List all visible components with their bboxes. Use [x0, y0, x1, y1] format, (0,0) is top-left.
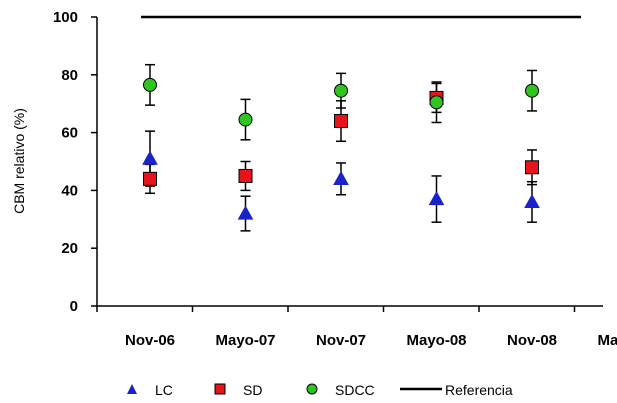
point-sdcc [334, 83, 348, 98]
y-tick-label: 0 [70, 298, 78, 315]
x-tick-label: Nov-07 [316, 332, 366, 349]
point-lc [333, 170, 349, 185]
legend: LC SD SDCC Referencia [127, 382, 513, 398]
y-tick-label: 80 [61, 67, 78, 84]
legend-label-sdcc: SDCC [335, 382, 375, 398]
y-tick-label: 60 [61, 125, 78, 142]
point-sdcc [525, 83, 539, 98]
x-tick-label: Nov-06 [125, 332, 175, 349]
legend-marker-lc [127, 384, 137, 394]
x-tick-label: Mayo-07 [215, 332, 275, 349]
point-sd [238, 168, 253, 183]
point-lc [524, 193, 540, 209]
y-tick-label: 40 [61, 182, 78, 199]
legend-label-sd: SD [243, 382, 262, 398]
y-tick-label: 20 [61, 240, 78, 257]
point-lc [142, 150, 158, 165]
legend-marker-sdcc [306, 383, 318, 395]
point-sdcc [143, 77, 157, 92]
y-tick-label: 100 [53, 9, 78, 26]
x-tick-label: Nov-08 [507, 332, 557, 349]
point-sd [143, 171, 157, 186]
point-lc [428, 191, 445, 206]
x-tick-label: Mayo-09 [597, 332, 617, 349]
point-sdcc [238, 112, 253, 127]
x-tick-label: Mayo-08 [406, 332, 466, 349]
point-sdcc [429, 95, 444, 110]
y-axis-title: CBM relativo (%) [11, 108, 27, 214]
point-sd [525, 160, 539, 175]
plot-area: 0 20 40 60 80 100 Nov-06 Mayo-07 Nov-07 Mayo-08 No… [53, 9, 617, 349]
point-lc [237, 205, 254, 220]
legend-label-referencia: Referencia [445, 382, 513, 398]
legend-marker-sd [214, 383, 226, 395]
legend-label-lc: LC [155, 382, 173, 398]
point-sd [334, 114, 348, 129]
